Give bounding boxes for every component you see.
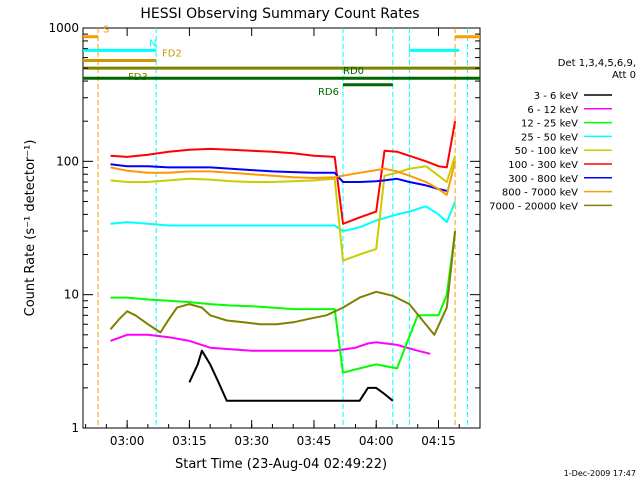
y-tick-label-0: 1 xyxy=(71,421,79,435)
series-line-1 xyxy=(110,333,431,355)
x-axis-label: Start Time (23-Aug-04 02:49:22) xyxy=(175,457,387,472)
footer-date: 1-Dec-2009 17:47 xyxy=(564,469,636,478)
legend-entry-label-7: 800 - 7000 keV xyxy=(502,188,578,199)
series-line-2 xyxy=(110,230,457,374)
y-tick-label-1: 10 xyxy=(64,288,79,302)
flag-label-rd0: RD0 xyxy=(343,66,364,77)
y-tick-label-2: 100 xyxy=(56,154,79,168)
flag-label-n: N xyxy=(149,38,156,49)
flag-label-fd2: FD2 xyxy=(162,49,182,60)
legend: Det 1,3,4,5,6,9,Att 0 3 - 6 keV 6 - 12 keV… xyxy=(489,58,636,212)
y-tick-label-3: 1000 xyxy=(48,21,79,35)
legend-entry-label-6: 300 - 800 keV xyxy=(508,174,578,185)
series-line-6 xyxy=(110,163,448,192)
legend-entry-label-3: 25 - 50 keV xyxy=(521,132,578,143)
series-line-8 xyxy=(109,230,457,336)
legend-entry-label-4: 50 - 100 keV xyxy=(515,146,579,157)
x-tick-label-2: 03:30 xyxy=(234,434,269,448)
x-tick-label-3: 03:45 xyxy=(297,434,332,448)
x-tick-label-0: 03:00 xyxy=(110,434,145,448)
legend-entry-label-1: 6 - 12 keV xyxy=(527,105,578,116)
series-line-0 xyxy=(188,349,394,402)
legend-entry-label-2: 12 - 25 keV xyxy=(521,119,578,130)
series-line-4 xyxy=(110,155,457,262)
flag-label-s: S xyxy=(103,25,109,36)
plot-frame xyxy=(82,27,481,429)
legend-title-line-1: Att 0 xyxy=(612,70,636,81)
flag-label-rd6: RD6 xyxy=(318,87,339,98)
x-tick-label-4: 04:00 xyxy=(359,434,394,448)
y-axis-label: Count Rate (s⁻¹ detector⁻¹) xyxy=(23,140,38,317)
series-line-3 xyxy=(110,201,457,233)
chart-title: HESSI Observing Summary Count Rates xyxy=(140,6,419,22)
legend-entry-label-8: 7000 - 20000 keV xyxy=(489,201,578,212)
x-tick-label-5: 04:15 xyxy=(421,434,456,448)
legend-title-line-0: Det 1,3,4,5,6,9, xyxy=(558,58,636,69)
legend-entry-label-0: 3 - 6 keV xyxy=(534,91,578,102)
legend-entry-label-5: 100 - 300 keV xyxy=(508,160,578,171)
series-line-5 xyxy=(110,121,457,225)
series-line-7 xyxy=(110,161,457,196)
x-tick-label-1: 03:15 xyxy=(172,434,207,448)
